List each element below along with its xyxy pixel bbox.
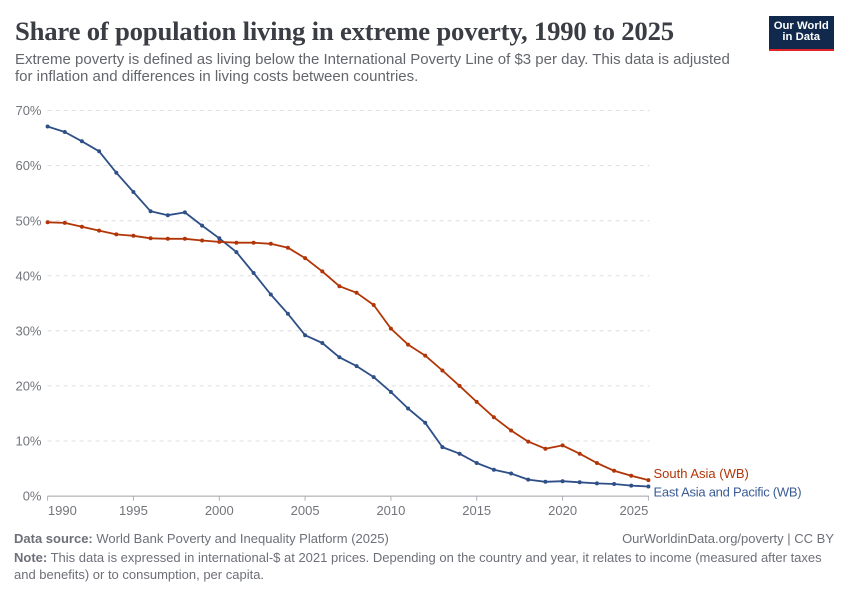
svg-text:30%: 30% (15, 323, 41, 338)
svg-text:2020: 2020 (548, 503, 577, 518)
svg-text:0%: 0% (23, 489, 42, 504)
svg-text:East Asia and Pacific (WB): East Asia and Pacific (WB) (654, 485, 802, 500)
svg-text:2000: 2000 (205, 503, 234, 518)
svg-text:2010: 2010 (376, 503, 405, 518)
svg-text:50%: 50% (15, 213, 41, 228)
svg-text:1990: 1990 (48, 503, 77, 518)
svg-text:60%: 60% (15, 158, 41, 173)
svg-text:2025: 2025 (619, 503, 648, 518)
svg-text:South Asia (WB): South Asia (WB) (654, 466, 749, 481)
svg-text:10%: 10% (15, 434, 41, 449)
svg-text:2015: 2015 (462, 503, 491, 518)
svg-text:40%: 40% (15, 268, 41, 283)
svg-text:1995: 1995 (119, 503, 148, 518)
svg-text:20%: 20% (15, 379, 41, 394)
svg-text:2005: 2005 (291, 503, 320, 518)
svg-text:70%: 70% (15, 103, 41, 118)
